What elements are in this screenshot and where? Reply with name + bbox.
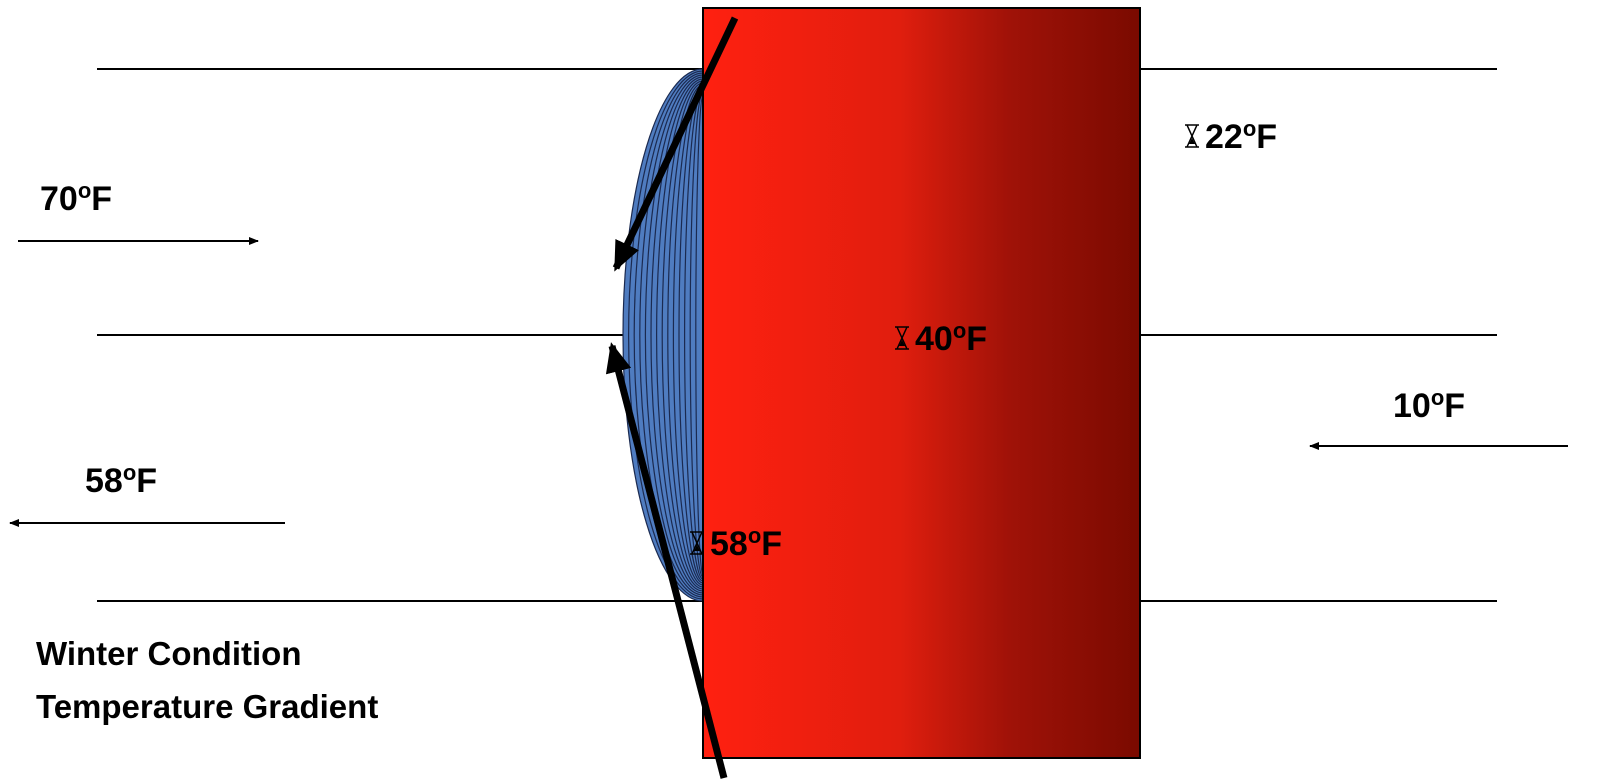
temperature-number: 58 (85, 462, 123, 500)
temperature-label: 22oF (1205, 116, 1277, 156)
temperature-label: 70oF (40, 178, 112, 218)
degree-mark: o (953, 318, 966, 343)
degree-mark: o (1431, 385, 1444, 410)
degree-mark: o (78, 178, 91, 203)
temperature-unit: F (1444, 387, 1465, 425)
temperature-unit: F (1256, 118, 1277, 156)
temperature-label: 10oF (1393, 385, 1465, 425)
wall (703, 8, 1140, 758)
temperature-label: 58oF (710, 523, 782, 563)
temperature-number: 40 (915, 320, 953, 358)
temperature-label: 58oF (85, 460, 157, 500)
temperature-number: 58 (710, 525, 748, 563)
temperature-label: 40oF (915, 318, 987, 358)
degree-mark: o (1243, 116, 1256, 141)
temperature-number: 22 (1205, 118, 1243, 156)
temperature-unit: F (136, 462, 157, 500)
caption-line: Temperature Gradient (36, 688, 378, 725)
temperature-number: 70 (40, 180, 78, 218)
temperature-number: 10 (1393, 387, 1431, 425)
temperature-unit: F (91, 180, 112, 218)
caption-line: Winter Condition (36, 635, 301, 672)
diagram: 70oF58oF10oF22oF40oF58oF Winter Conditio… (0, 0, 1601, 783)
temperature-unit: F (966, 320, 987, 358)
degree-mark: o (748, 523, 761, 548)
temperature-unit: F (761, 525, 782, 563)
degree-mark: o (123, 460, 136, 485)
